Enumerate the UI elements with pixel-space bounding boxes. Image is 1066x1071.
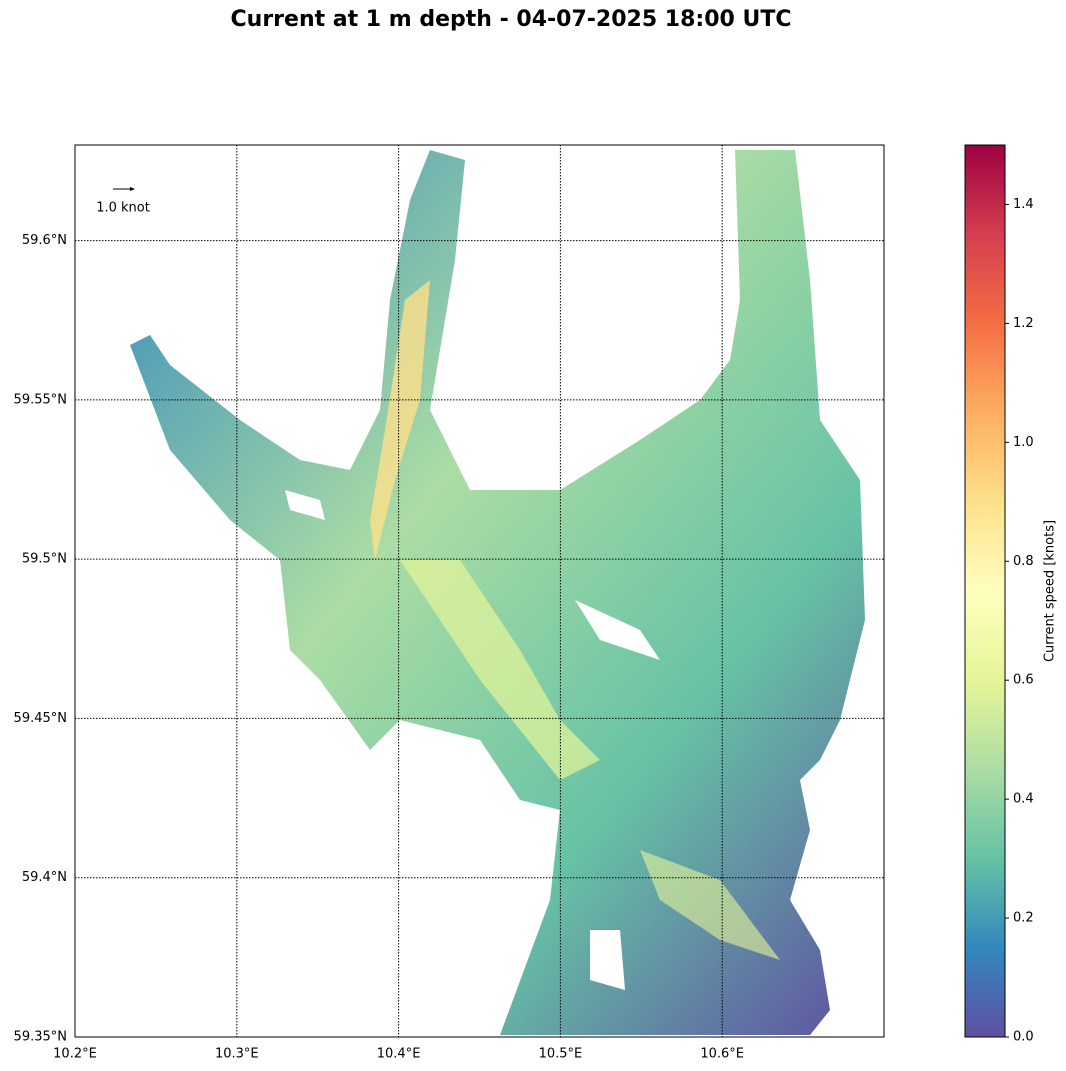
x-tick-label: 10.4°E: [377, 1047, 421, 1062]
colorbar-tick-label: 0.0: [1013, 1030, 1034, 1045]
colorbar-tick-label: 0.2: [1013, 911, 1034, 926]
y-tick-label: 59.6°N: [22, 233, 67, 248]
colorbar-tick-label: 1.0: [1013, 435, 1034, 450]
colorbar-tick-label: 1.4: [1013, 197, 1034, 212]
plot-frame: [74, 144, 885, 1038]
quiver-key-label: 1.0 knot: [96, 201, 150, 216]
colorbar-tick-label: 0.4: [1013, 792, 1034, 807]
y-tick-label: 59.45°N: [14, 711, 67, 726]
quiver-key-head: [130, 187, 135, 191]
x-tick-label: 10.2°E: [53, 1047, 97, 1062]
y-tick-label: 59.5°N: [22, 552, 67, 567]
colorbar-tick-label: 0.6: [1013, 673, 1034, 688]
y-tick-label: 59.35°N: [14, 1030, 67, 1045]
colorbar-label: Current speed [knots]: [1043, 520, 1058, 662]
x-tick-label: 10.6°E: [700, 1047, 744, 1062]
y-tick-label: 59.4°N: [22, 870, 67, 885]
x-tick-label: 10.5°E: [539, 1047, 583, 1062]
colorbar-tick-label: 0.8: [1013, 554, 1034, 569]
y-tick-label: 59.55°N: [14, 392, 67, 407]
chart-title: Current at 1 m depth - 04-07-2025 18:00 …: [231, 7, 792, 32]
water-field: [130, 150, 865, 1035]
colorbar: [964, 144, 1006, 1038]
colorbar-tick-label: 1.2: [1013, 316, 1034, 331]
x-tick-label: 10.3°E: [215, 1047, 259, 1062]
